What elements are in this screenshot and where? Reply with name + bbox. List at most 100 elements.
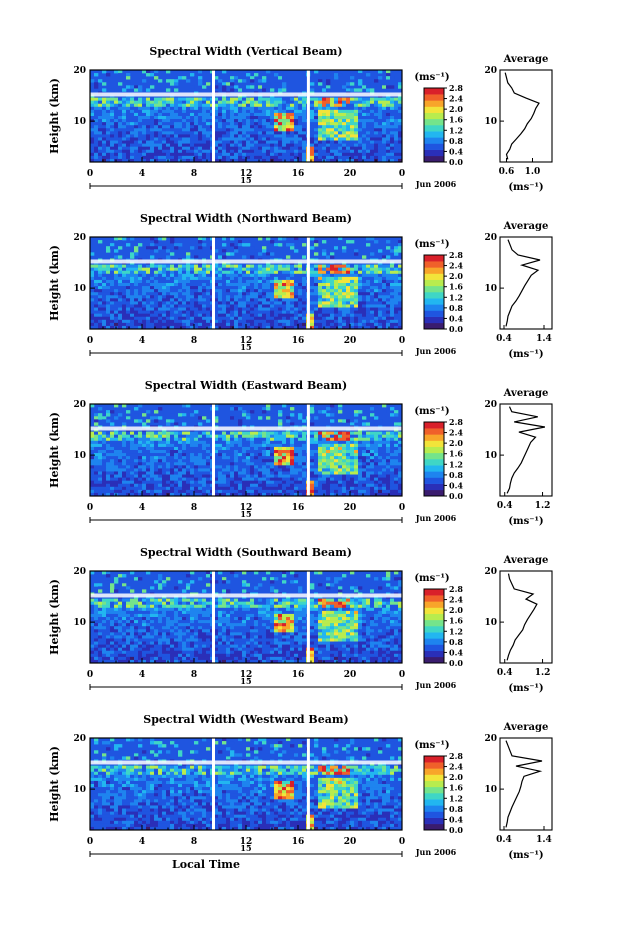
- heatmap-cell: [186, 301, 191, 305]
- heatmap-cell: [298, 137, 303, 141]
- heatmap-cell: [202, 270, 207, 275]
- heatmap-cell: [238, 422, 243, 426]
- heatmap-cell: [102, 270, 107, 275]
- heatmap-cell: [98, 437, 103, 442]
- heatmap-cell: [394, 307, 399, 311]
- heatmap-cell: [134, 289, 139, 293]
- heatmap-cell: [274, 125, 279, 129]
- heatmap-cell: [326, 131, 331, 135]
- heatmap-cell: [206, 283, 211, 287]
- heatmap-cell: [394, 134, 399, 138]
- heatmap-cell: [250, 273, 255, 278]
- heatmap-cell: [170, 286, 175, 290]
- heatmap-cell: [314, 325, 319, 330]
- heatmap-cell: [190, 246, 195, 250]
- heatmap-cell: [302, 103, 307, 108]
- heatmap-cell: [226, 289, 231, 293]
- heatmap-cell: [206, 453, 211, 457]
- heatmap-cell: [158, 100, 163, 105]
- heatmap-cell: [326, 295, 331, 299]
- heatmap-cell: [294, 456, 299, 460]
- heatmap-cell: [222, 298, 227, 302]
- heatmap-cell: [382, 295, 387, 299]
- heatmap-cell: [262, 119, 267, 123]
- heatmap-cell: [94, 100, 99, 105]
- heatmap-cell: [234, 100, 239, 105]
- heatmap-cell: [90, 158, 95, 163]
- heatmap-cell: [358, 283, 363, 287]
- heatmap-cell: [338, 440, 343, 445]
- heatmap-cell: [198, 70, 203, 74]
- heatmap-cell: [318, 122, 323, 126]
- heatmap-cell: [162, 103, 167, 108]
- heatmap-cell: [258, 446, 263, 451]
- heatmap-cell: [298, 292, 303, 296]
- heatmap-cell: [362, 152, 367, 157]
- heatmap-cell: [242, 109, 247, 114]
- heatmap-cell: [258, 270, 263, 275]
- heatmap-cell: [134, 106, 139, 111]
- heatmap-cell: [102, 97, 107, 101]
- heatmap-cell: [282, 446, 287, 451]
- heatmap-cell: [322, 112, 327, 117]
- heatmap-cell: [206, 443, 211, 448]
- heatmap-cell: [350, 106, 355, 111]
- heatmap-cell: [158, 103, 163, 108]
- heatmap-cell: [182, 125, 187, 129]
- heatmap-cell: [278, 431, 283, 435]
- heatmap-cell: [294, 310, 299, 314]
- heatmap-cell: [370, 446, 375, 451]
- heatmap-cell: [178, 462, 183, 466]
- heatmap-cell: [238, 146, 243, 151]
- heatmap-cell: [258, 325, 263, 330]
- heatmap-cell: [218, 301, 223, 305]
- heatmap-cell: [102, 434, 107, 439]
- heatmap-cell: [90, 131, 95, 135]
- heatmap-cell: [170, 252, 175, 256]
- heatmap-cell: [322, 313, 327, 318]
- heatmap-cell: [338, 134, 343, 138]
- heatmap-cell: [94, 453, 99, 457]
- heatmap-cell: [138, 103, 143, 108]
- heatmap-cell: [386, 289, 391, 293]
- heatmap-cell: [286, 122, 291, 126]
- heatmap-cell: [342, 152, 347, 157]
- heatmap-cell: [178, 243, 183, 247]
- heatmap-cell: [318, 112, 323, 117]
- heatmap-cell: [186, 125, 191, 129]
- heatmap-cell: [198, 322, 203, 327]
- heatmap-cell: [322, 316, 327, 321]
- heatmap-cell: [182, 116, 187, 120]
- heatmap-cell: [106, 112, 111, 117]
- heatmap-cell: [114, 103, 119, 108]
- heatmap-cell: [194, 443, 199, 448]
- y-tick-label: 20: [73, 233, 86, 243]
- heatmap-cell: [250, 404, 255, 408]
- heatmap-cell: [138, 419, 143, 423]
- heatmap-cell: [398, 459, 403, 463]
- heatmap-cell: [286, 465, 291, 469]
- heatmap-cell: [158, 131, 163, 135]
- heatmap-cell: [182, 152, 187, 157]
- heatmap-cell: [102, 322, 107, 327]
- heatmap-cell: [250, 304, 255, 308]
- heatmap-cell: [274, 158, 279, 163]
- heatmap-cell: [158, 453, 163, 457]
- heatmap-cell: [230, 316, 235, 321]
- heatmap-cell: [194, 109, 199, 114]
- heatmap-cell: [318, 100, 323, 105]
- heatmap-cell: [294, 270, 299, 275]
- heatmap-cell: [374, 453, 379, 457]
- heatmap-cell: [250, 85, 255, 89]
- heatmap-cell: [186, 140, 191, 144]
- heatmap-cell: [374, 434, 379, 439]
- heatmap-cell: [178, 158, 183, 163]
- heatmap-cell: [118, 267, 123, 272]
- heatmap-cell: [286, 143, 291, 147]
- heatmap-cell: [126, 149, 131, 154]
- heatmap-cell: [386, 316, 391, 321]
- heatmap-cell: [234, 128, 239, 132]
- heatmap-cell: [102, 119, 107, 123]
- heatmap-cell: [370, 319, 375, 324]
- heatmap-cell: [166, 456, 171, 460]
